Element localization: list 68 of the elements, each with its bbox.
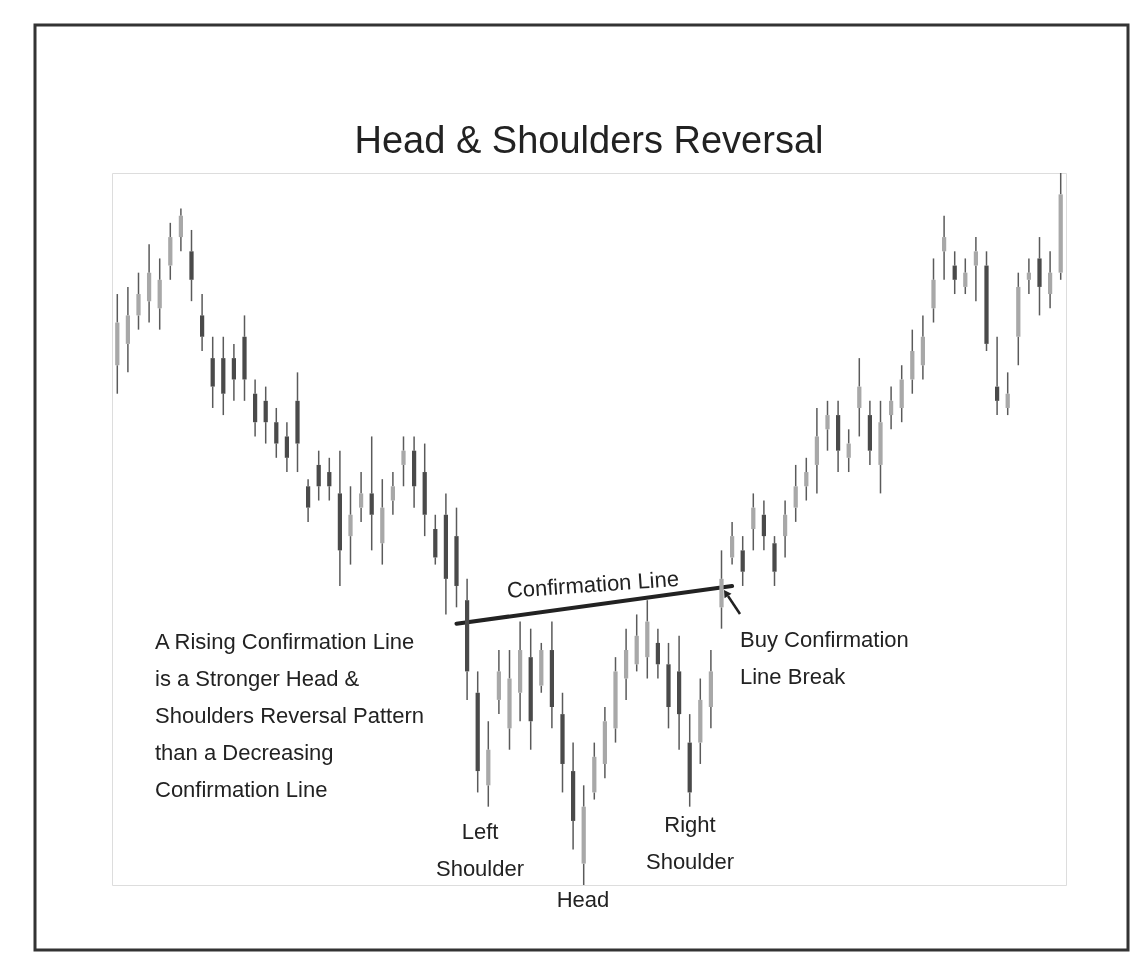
candlestick <box>719 549 724 630</box>
candlestick <box>878 400 883 495</box>
candlestick <box>157 257 162 331</box>
candlestick <box>570 741 576 851</box>
candlestick <box>835 400 841 473</box>
candlestick <box>1037 236 1042 317</box>
candlestick <box>761 499 767 552</box>
candlestick <box>507 649 512 751</box>
candlestick <box>337 449 343 587</box>
candlestick <box>581 784 586 886</box>
candlestick <box>443 492 449 616</box>
candlestick <box>411 435 417 509</box>
candlestick <box>814 407 820 495</box>
candlestick <box>528 627 533 751</box>
candlestick <box>782 499 788 559</box>
candlestick <box>729 521 735 566</box>
candlestick <box>252 378 258 438</box>
candlestick <box>857 357 862 438</box>
annotation: Buy Confirmation Line Break <box>740 627 909 689</box>
legend-label: Confirmation Line <box>505 565 680 603</box>
candlestick <box>645 599 650 680</box>
candlestick <box>560 692 565 794</box>
candlestick <box>698 677 703 765</box>
candlestick <box>380 478 385 566</box>
candlestick <box>475 670 480 794</box>
candlestick <box>1047 250 1053 310</box>
candlestick <box>941 214 947 281</box>
candlestick <box>708 649 714 730</box>
candlestick <box>888 385 894 431</box>
candlestick <box>115 293 120 395</box>
candlestick <box>920 314 926 381</box>
candlestick <box>486 720 491 808</box>
candlestick <box>358 471 364 523</box>
candlestick <box>676 635 682 751</box>
candlestick <box>178 207 184 253</box>
candlestick <box>305 478 311 523</box>
candlestick <box>867 400 873 466</box>
chart-title: Head & Shoulders Reversal <box>354 119 824 161</box>
candlestick <box>369 435 374 552</box>
annotation: A Rising Confirmation Line is a Stronger Head & Shoulders Reversal Pattern than a Decreasing Confirmation Line <box>155 629 425 802</box>
candlestick <box>623 627 629 701</box>
candlestick <box>549 620 555 730</box>
candlestick <box>221 336 226 416</box>
candlestick <box>146 243 152 324</box>
candlestick <box>348 485 353 566</box>
annotation: Right Shoulder <box>645 812 735 874</box>
candlestick <box>602 706 608 779</box>
text: Head <box>556 887 610 912</box>
candlestick <box>210 336 215 409</box>
candlestick <box>189 229 194 302</box>
candlestick <box>496 649 502 715</box>
candlestick <box>284 421 290 473</box>
candlestick <box>454 506 459 609</box>
candlestick <box>231 343 237 402</box>
candlestick <box>973 236 979 302</box>
candlestick <box>1026 257 1032 295</box>
candlestick <box>655 627 661 680</box>
candlestick <box>994 336 1000 416</box>
candlestick <box>242 314 247 402</box>
candlestick <box>295 371 300 473</box>
candlestick <box>666 642 671 730</box>
candlestick <box>422 442 427 537</box>
candlestick <box>125 286 131 374</box>
candlestick <box>464 578 470 701</box>
annotation: Left Shoulder <box>435 819 525 881</box>
candlestick <box>517 620 523 722</box>
candlestick <box>390 471 396 516</box>
candlestick <box>199 293 205 352</box>
